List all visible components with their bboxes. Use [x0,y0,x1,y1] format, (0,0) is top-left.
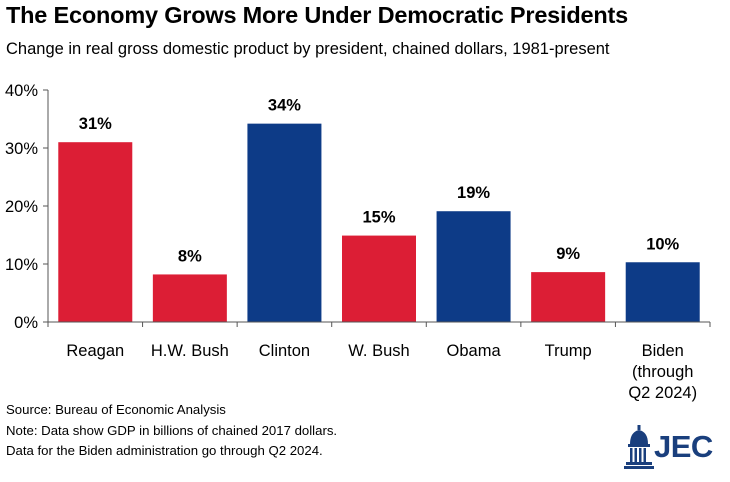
data-label: 8% [178,247,202,265]
x-tick-label-line: Biden [642,342,684,360]
bar [436,211,511,322]
data-label: 34% [268,97,301,115]
y-tick-label: 10% [5,256,38,274]
x-tick-label-line: Reagan [66,342,124,360]
x-tick-label: Biden (through Q2 2024) [628,342,697,402]
bar [531,272,606,322]
data-label: 19% [457,184,490,202]
x-tick-label: Reagan [66,342,124,360]
y-tick-label: 40% [5,82,38,100]
logo-text: JEC [654,429,713,464]
source-note: Source: Bureau of Economic Analysis [6,402,226,417]
data-label: 31% [79,115,112,133]
x-tick-label-line: Clinton [259,342,310,360]
chart-subtitle: Change in real gross domestic product by… [6,40,610,58]
x-tick-label-line: H.W. Bush [151,342,229,360]
x-tick-label: H.W. Bush [151,342,229,360]
x-tick-label-line: Trump [545,342,592,360]
biden-data-note: Data for the Biden administration go thr… [6,443,323,458]
data-label: 15% [362,209,395,227]
jec-logo: JEC [624,424,720,470]
x-tick-label-line: Obama [447,342,502,360]
x-tick-label: Obama [447,342,502,360]
bar [152,274,227,322]
data-note: Note: Data show GDP in billions of chain… [6,422,338,438]
bar [58,142,133,322]
x-tick-label: Clinton [259,342,310,360]
x-tick-label: Trump [545,342,592,360]
y-tick-label: 0% [14,314,38,332]
data-label: 10% [646,235,679,253]
y-tick-label: 30% [5,140,38,158]
bar [342,235,416,322]
x-tick-label-line: Q2 2024) [628,384,697,402]
bar [625,262,700,322]
x-tick-label-line: (through [632,363,693,381]
notes: Source: Bureau of Economic Analysis Note… [6,400,337,462]
chart-title: The Economy Grows More Under Democratic … [6,2,629,28]
x-tick-label-line: W. Bush [348,342,409,360]
y-tick-label: 20% [5,198,38,216]
bar [247,123,322,322]
x-tick-label: W. Bush [348,342,409,360]
capitol-dome-icon [624,425,654,469]
data-label: 9% [556,245,580,263]
